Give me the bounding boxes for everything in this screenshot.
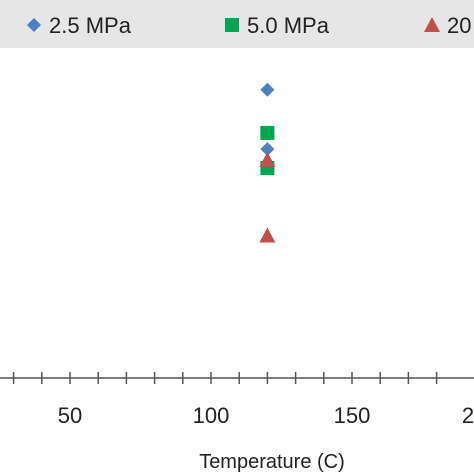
legend-label: 2.5 MPa bbox=[49, 13, 132, 38]
data-points bbox=[259, 82, 276, 243]
legend-marker-diamond bbox=[27, 18, 41, 32]
data-point bbox=[259, 151, 276, 167]
x-axis: 50 100 150 2 bbox=[0, 372, 474, 428]
x-tick-label: 150 bbox=[334, 403, 371, 428]
x-tick-label: 2 bbox=[462, 403, 474, 428]
x-axis-title: Temperature (C) bbox=[199, 451, 345, 473]
data-point bbox=[259, 227, 276, 243]
data-point bbox=[260, 125, 275, 140]
data-point bbox=[260, 142, 275, 157]
x-tick-label: 100 bbox=[193, 403, 230, 428]
legend-marker-triangle bbox=[424, 17, 440, 32]
legend-label: 20 bbox=[447, 13, 471, 38]
legend-label: 5.0 MPa bbox=[247, 13, 330, 38]
legend-marker-square bbox=[225, 18, 239, 32]
data-point bbox=[260, 82, 275, 97]
legend: 2.5 MPa 5.0 MPa 20 bbox=[0, 0, 474, 48]
x-tick-label: 50 bbox=[58, 403, 82, 428]
